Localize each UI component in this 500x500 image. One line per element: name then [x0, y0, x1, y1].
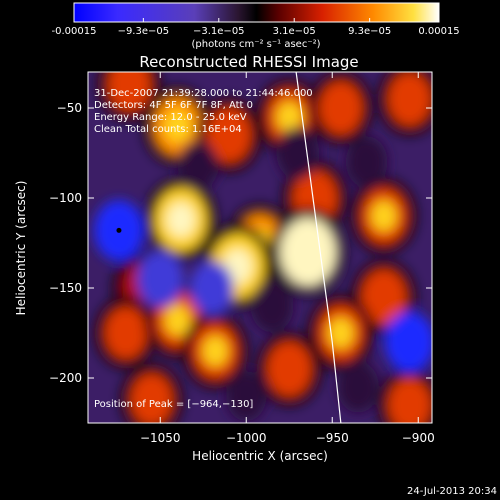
heatmap: [93, 72, 432, 423]
y-axis-ticks: −50 −100 −150 −200: [49, 101, 432, 385]
annotation-line: Clean Total counts: 1.16E+04: [94, 124, 242, 135]
y-tick-label: −100: [49, 191, 82, 205]
heatmap-blob-core: [371, 200, 397, 232]
annotation-line: Detectors: 4F 5F 6F 7F 8F, Att 0: [94, 100, 253, 111]
y-tick-label: −150: [49, 281, 82, 295]
x-tick-label: −950: [316, 431, 349, 445]
annotation-block: 31-Dec-2007 21:39:28.000 to 21:44:46.000…: [94, 88, 313, 135]
heatmap-blob-core: [328, 317, 354, 349]
y-tick-label: −50: [57, 101, 82, 115]
heatmap-positive-blob: [387, 378, 432, 423]
colorbar-unit-label: (photons cm⁻² s⁻¹ asec⁻²): [191, 39, 320, 50]
colorbar-tick-label: -0.00015: [52, 26, 97, 37]
heatmap-blob-core: [202, 335, 229, 367]
colorbar-tick-label: −9.3e−05: [118, 26, 170, 37]
y-axis-label: Heliocentric Y (arcsec): [14, 181, 28, 316]
heatmap-positive-blob: [104, 306, 148, 360]
heatmap-negative-blob: [337, 361, 379, 413]
plot-frame: [87, 71, 433, 424]
heatmap-positive-blob: [206, 107, 252, 163]
heatmap-blob-core: [276, 101, 302, 133]
x-axis-label: Heliocentric X (arcsec): [192, 449, 328, 463]
x-tick-label: −1050: [140, 431, 181, 445]
heatmap-negative-blob: [177, 140, 219, 191]
x-tick-label: −900: [402, 431, 435, 445]
heatmap-negative-blob: [250, 279, 294, 333]
colorbar-tick-labels: -0.00015 −9.3e−05 −3.1e−05 3.1e−05 9.3e−05 0.…: [52, 26, 460, 37]
heatmap-negative-blob: [137, 250, 184, 308]
x-tick-label: −1000: [226, 431, 267, 445]
heatmap-negative-blob: [189, 261, 234, 315]
heatmap-positive-blob: [130, 373, 174, 423]
heatmap-positive-blob: [107, 72, 152, 112]
chart-title: Reconstructed RHESSI Image: [139, 53, 358, 71]
colorbar: [73, 2, 440, 23]
heatmap-blob-core: [292, 233, 324, 271]
x-axis-ticks: −1050 −1000 −950 −900: [140, 72, 435, 445]
heatmap-blob-core: [164, 304, 191, 337]
solar-limb-line: [295, 72, 342, 423]
y-tick-label: −200: [49, 371, 82, 385]
heatmap-negative-blob: [384, 311, 432, 373]
colorbar-tick-label: 9.3e−05: [348, 26, 391, 37]
colorbar-tick-label: 0.00015: [418, 26, 459, 37]
heatmap-positive-blob: [266, 341, 312, 397]
heatmap-positive-blob: [318, 81, 363, 135]
heatmap-blob-core: [166, 202, 196, 238]
peak-position-label: Position of Peak = [−964,−130]: [94, 399, 253, 410]
plot-area: 31-Dec-2007 21:39:28.000 to 21:44:46.000…: [87, 71, 433, 424]
heatmap-negative-blob: [276, 126, 320, 180]
heatmap-blob-core: [164, 109, 191, 143]
heatmap-negative-blob: [345, 136, 388, 188]
footer-timestamp: 24-Jul-2013 20:34: [407, 486, 497, 497]
heatmap-positive-blob: [361, 269, 407, 325]
colorbar-ticks: [73, 18, 440, 22]
heatmap-positive-blob: [387, 72, 432, 126]
colorbar-tick-label: 3.1e−05: [273, 26, 316, 37]
annotation-line: Energy Range: 12.0 - 25.0 keV: [94, 112, 247, 123]
marker-dot: [116, 227, 122, 233]
colorbar-tick-label: −3.1e−05: [193, 26, 245, 37]
annotation-line: 31-Dec-2007 21:39:28.000 to 21:44:46.000: [94, 88, 313, 99]
heatmap-negative-blob: [226, 371, 267, 421]
